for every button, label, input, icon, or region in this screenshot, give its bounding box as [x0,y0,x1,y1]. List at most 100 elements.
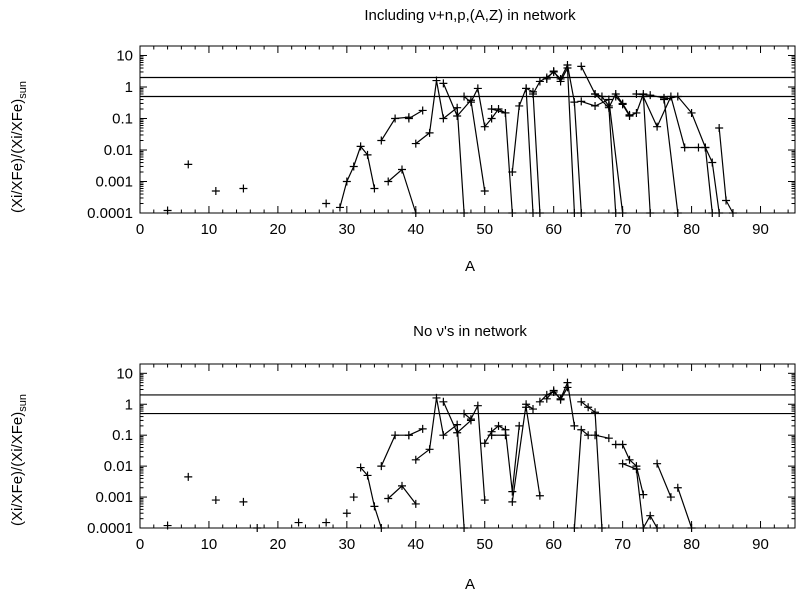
bottom-chart-series-line [622,463,658,530]
bottom-chart-data-point [522,403,531,412]
bottom-chart-title: No ν's in network [413,323,527,340]
top-chart-data-point [708,209,717,217]
bottom-chart-x-tick-label: 60 [545,536,562,553]
top-chart-title: Including ν+n,p,(A,Z) in network [364,7,576,24]
top-chart-x-tick-label: 30 [338,221,355,238]
bottom-chart-x-tick-label: 50 [476,536,493,553]
top-chart-data-point [494,105,503,114]
top-chart-series-5 [335,142,379,212]
bottom-chart-series-line [408,428,423,436]
bottom-chart-series-26 [618,459,662,532]
top-chart-data-point [625,111,634,120]
top-chart-series-15 [529,60,586,217]
bottom-chart-data-point [384,494,393,503]
bottom-chart-y-tick-label: 0.0001 [87,520,133,537]
top-chart-data-point [570,209,579,217]
top-chart-series-line [642,94,699,149]
bottom-chart-data-point [591,408,600,417]
top-chart-data-point [398,165,406,174]
top-chart-series-18 [577,95,627,217]
top-chart-data-point [184,160,193,169]
bottom-chart-series-line [573,428,589,529]
top-chart-y-tick-label: 1 [125,79,133,96]
top-chart-data-point [439,79,448,88]
bottom-chart-data-point [673,483,682,492]
top-chart-series-line [415,80,465,214]
top-chart-data-point [577,97,586,106]
top-chart-y-tick-label: 10 [116,47,133,64]
bottom-chart-data-point [473,401,482,410]
top-chart-data-point [473,84,482,93]
top-chart-data-point [529,89,537,98]
top-chart-data-point [453,103,462,112]
top-chart-data-point [335,203,344,212]
top-chart-data-point [611,209,620,217]
top-chart-panel: Including ν+n,p,(A,Z) in network (Xi/XFe… [9,7,796,275]
bottom-chart-series-4 [253,524,262,532]
bottom-chart-data-point [501,431,510,440]
bottom-chart-data-point [370,502,379,511]
top-chart-data-point [563,64,572,73]
bottom-chart-y-axis-label-main: (Xi/XFe)/(Xi/XFe) [9,412,26,526]
bottom-chart-y-tick-label: 0.001 [95,489,133,506]
bottom-chart-series-21 [542,383,572,404]
bottom-chart-y-tick-label: 0.01 [104,458,133,475]
top-chart-data-point [384,177,393,186]
top-chart-data-point [597,92,606,101]
bottom-chart-series-27 [653,459,675,502]
top-chart-data-point [542,74,551,83]
bottom-chart-series-19 [522,403,544,500]
top-chart-data-point [715,209,724,217]
bottom-chart-series-6 [322,518,331,527]
top-chart-y-axis-label: (Xi/XFe)/(Xi/XFe)sun [9,81,29,213]
bottom-chart-data-point [653,459,662,468]
top-chart-series-line [525,87,541,214]
top-chart-series-0 [163,206,172,215]
top-chart-data-point [356,142,365,151]
bottom-chart-data-point [577,397,586,406]
bottom-chart-data-point [591,431,600,440]
top-chart-data-point [439,114,448,123]
top-chart-x-tick-label: 70 [614,221,631,238]
top-chart-y-tick-label: 0.001 [95,173,133,190]
top-chart-series-line [408,109,424,120]
bottom-chart-series-0 [163,521,172,530]
top-chart-series-4 [322,199,331,208]
top-chart-data-point [404,114,413,123]
top-chart-series-16 [542,64,579,217]
bottom-chart-data-point [584,403,593,412]
top-chart-data-point [508,209,517,217]
top-chart-y-axis-label-sub: sun [17,81,29,99]
bottom-chart-series-28 [673,483,696,532]
bottom-chart-data-point [563,383,572,392]
top-chart-x-tick-label: 20 [270,221,287,238]
top-chart-y-tick-label: 0.01 [104,142,133,159]
bottom-chart-data-point [604,434,613,443]
top-chart-series-25 [715,123,737,217]
top-chart-data-point [460,92,469,101]
bottom-chart-data-point [535,491,544,500]
top-chart-data-point [639,92,648,101]
top-chart-data-point [508,168,517,177]
top-chart-series-line [532,63,582,214]
top-chart-data-point [618,100,627,109]
bottom-chart-series-8 [349,493,358,502]
bottom-chart-data-point [411,499,420,508]
top-chart-data-point [646,209,655,217]
top-chart-data-point [515,101,524,110]
bottom-chart-data-point [211,496,220,505]
bottom-chart-data-point [356,463,365,472]
bottom-chart-data-point [460,524,469,532]
bottom-chart-x-tick-label: 30 [338,536,355,553]
bottom-chart-data-point [666,493,675,502]
top-chart-data-point [577,209,586,217]
bottom-chart-series-10 [384,481,420,508]
top-chart-data-point [239,184,248,193]
bottom-chart-series-line [380,434,409,467]
top-chart-data-point [666,92,675,101]
top-chart-series-22 [639,92,703,152]
bottom-chart-data-point [577,425,586,434]
top-chart-data-point [549,67,558,76]
top-chart-data-point [687,108,696,117]
bottom-chart-series-22 [570,425,593,532]
